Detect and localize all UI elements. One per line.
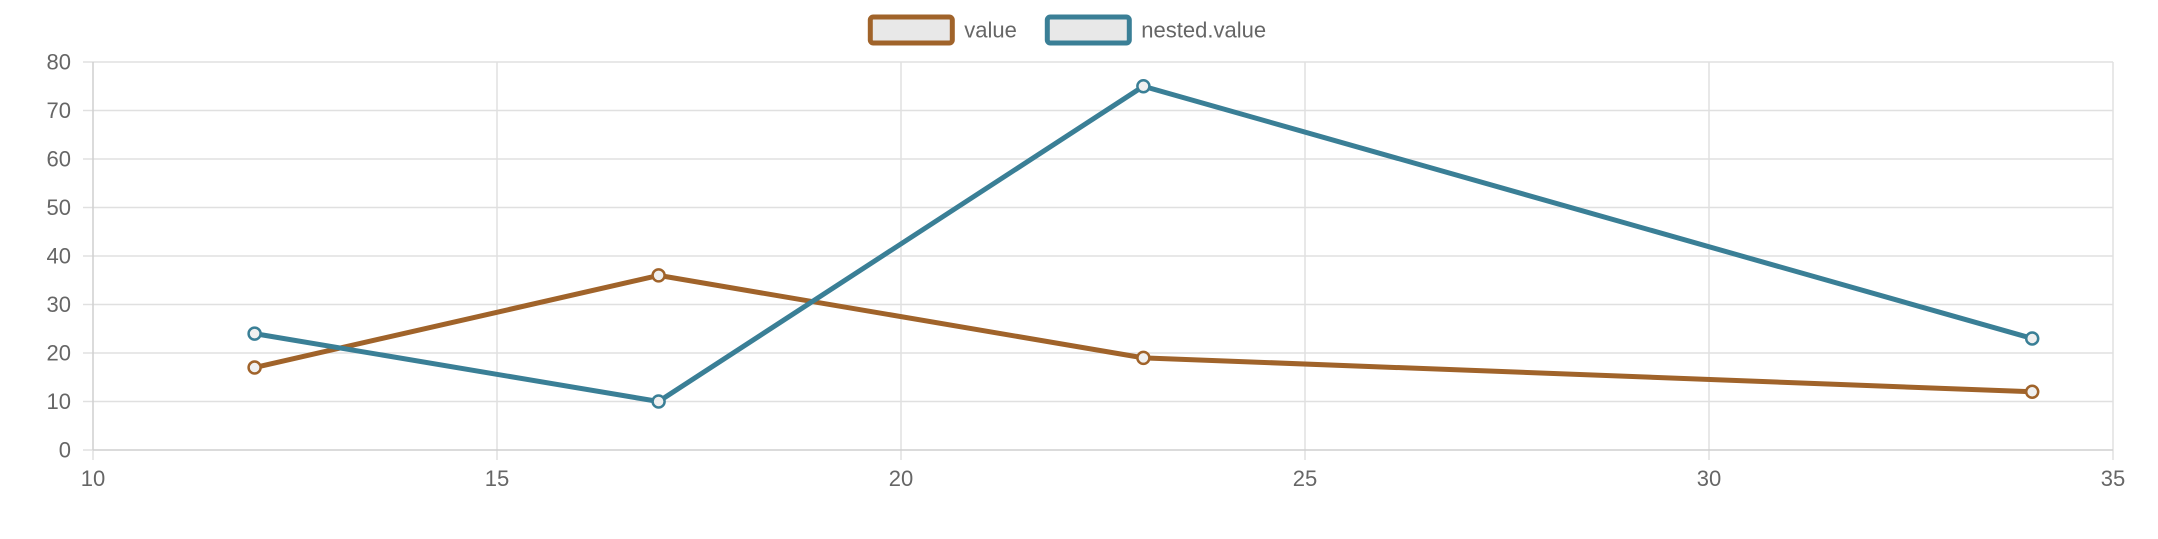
y-tick-label: 0	[59, 438, 71, 463]
series-value	[247, 268, 2040, 400]
axes	[92, 62, 2113, 451]
y-tick-label: 30	[47, 292, 71, 317]
y-tick-label: 60	[47, 147, 71, 172]
series-lines	[247, 79, 2040, 409]
y-tick-label: 10	[47, 389, 71, 414]
legend-swatch	[1044, 14, 1132, 46]
y-tick-label: 20	[47, 341, 71, 366]
series-nested-value	[247, 79, 2040, 409]
data-point	[247, 326, 262, 341]
x-tick-label: 35	[2101, 466, 2125, 491]
data-point	[247, 360, 262, 375]
grid-lines	[83, 61, 2114, 460]
data-point	[1136, 350, 1151, 366]
legend-label: nested.value	[1141, 18, 1266, 43]
x-axis-tick-labels: 10 15 20 25 30 35	[81, 466, 2125, 491]
x-tick-label: 15	[485, 466, 509, 491]
data-point	[651, 394, 666, 409]
legend-label: value	[964, 18, 1017, 43]
y-tick-label: 50	[47, 195, 71, 220]
y-axis-tick-labels: 0 10 20 30 40 50 60 70 80	[47, 50, 71, 463]
y-tick-label: 40	[47, 244, 71, 269]
data-point	[2024, 331, 2040, 346]
series-line	[252, 272, 2035, 395]
legend-item: value	[867, 14, 1017, 46]
legend: value nested.value	[867, 14, 1266, 46]
y-tick-label: 70	[47, 98, 71, 123]
x-tick-label: 10	[81, 466, 105, 491]
x-tick-label: 30	[1697, 466, 1721, 491]
legend-swatch	[867, 14, 955, 46]
x-tick-label: 25	[1293, 466, 1317, 491]
legend-item: nested.value	[1044, 14, 1266, 46]
data-point	[651, 268, 666, 283]
series-line	[252, 83, 2035, 404]
data-point	[2024, 384, 2040, 400]
x-tick-label: 20	[889, 466, 913, 491]
y-tick-label: 80	[47, 50, 71, 75]
data-point	[1136, 79, 1151, 94]
